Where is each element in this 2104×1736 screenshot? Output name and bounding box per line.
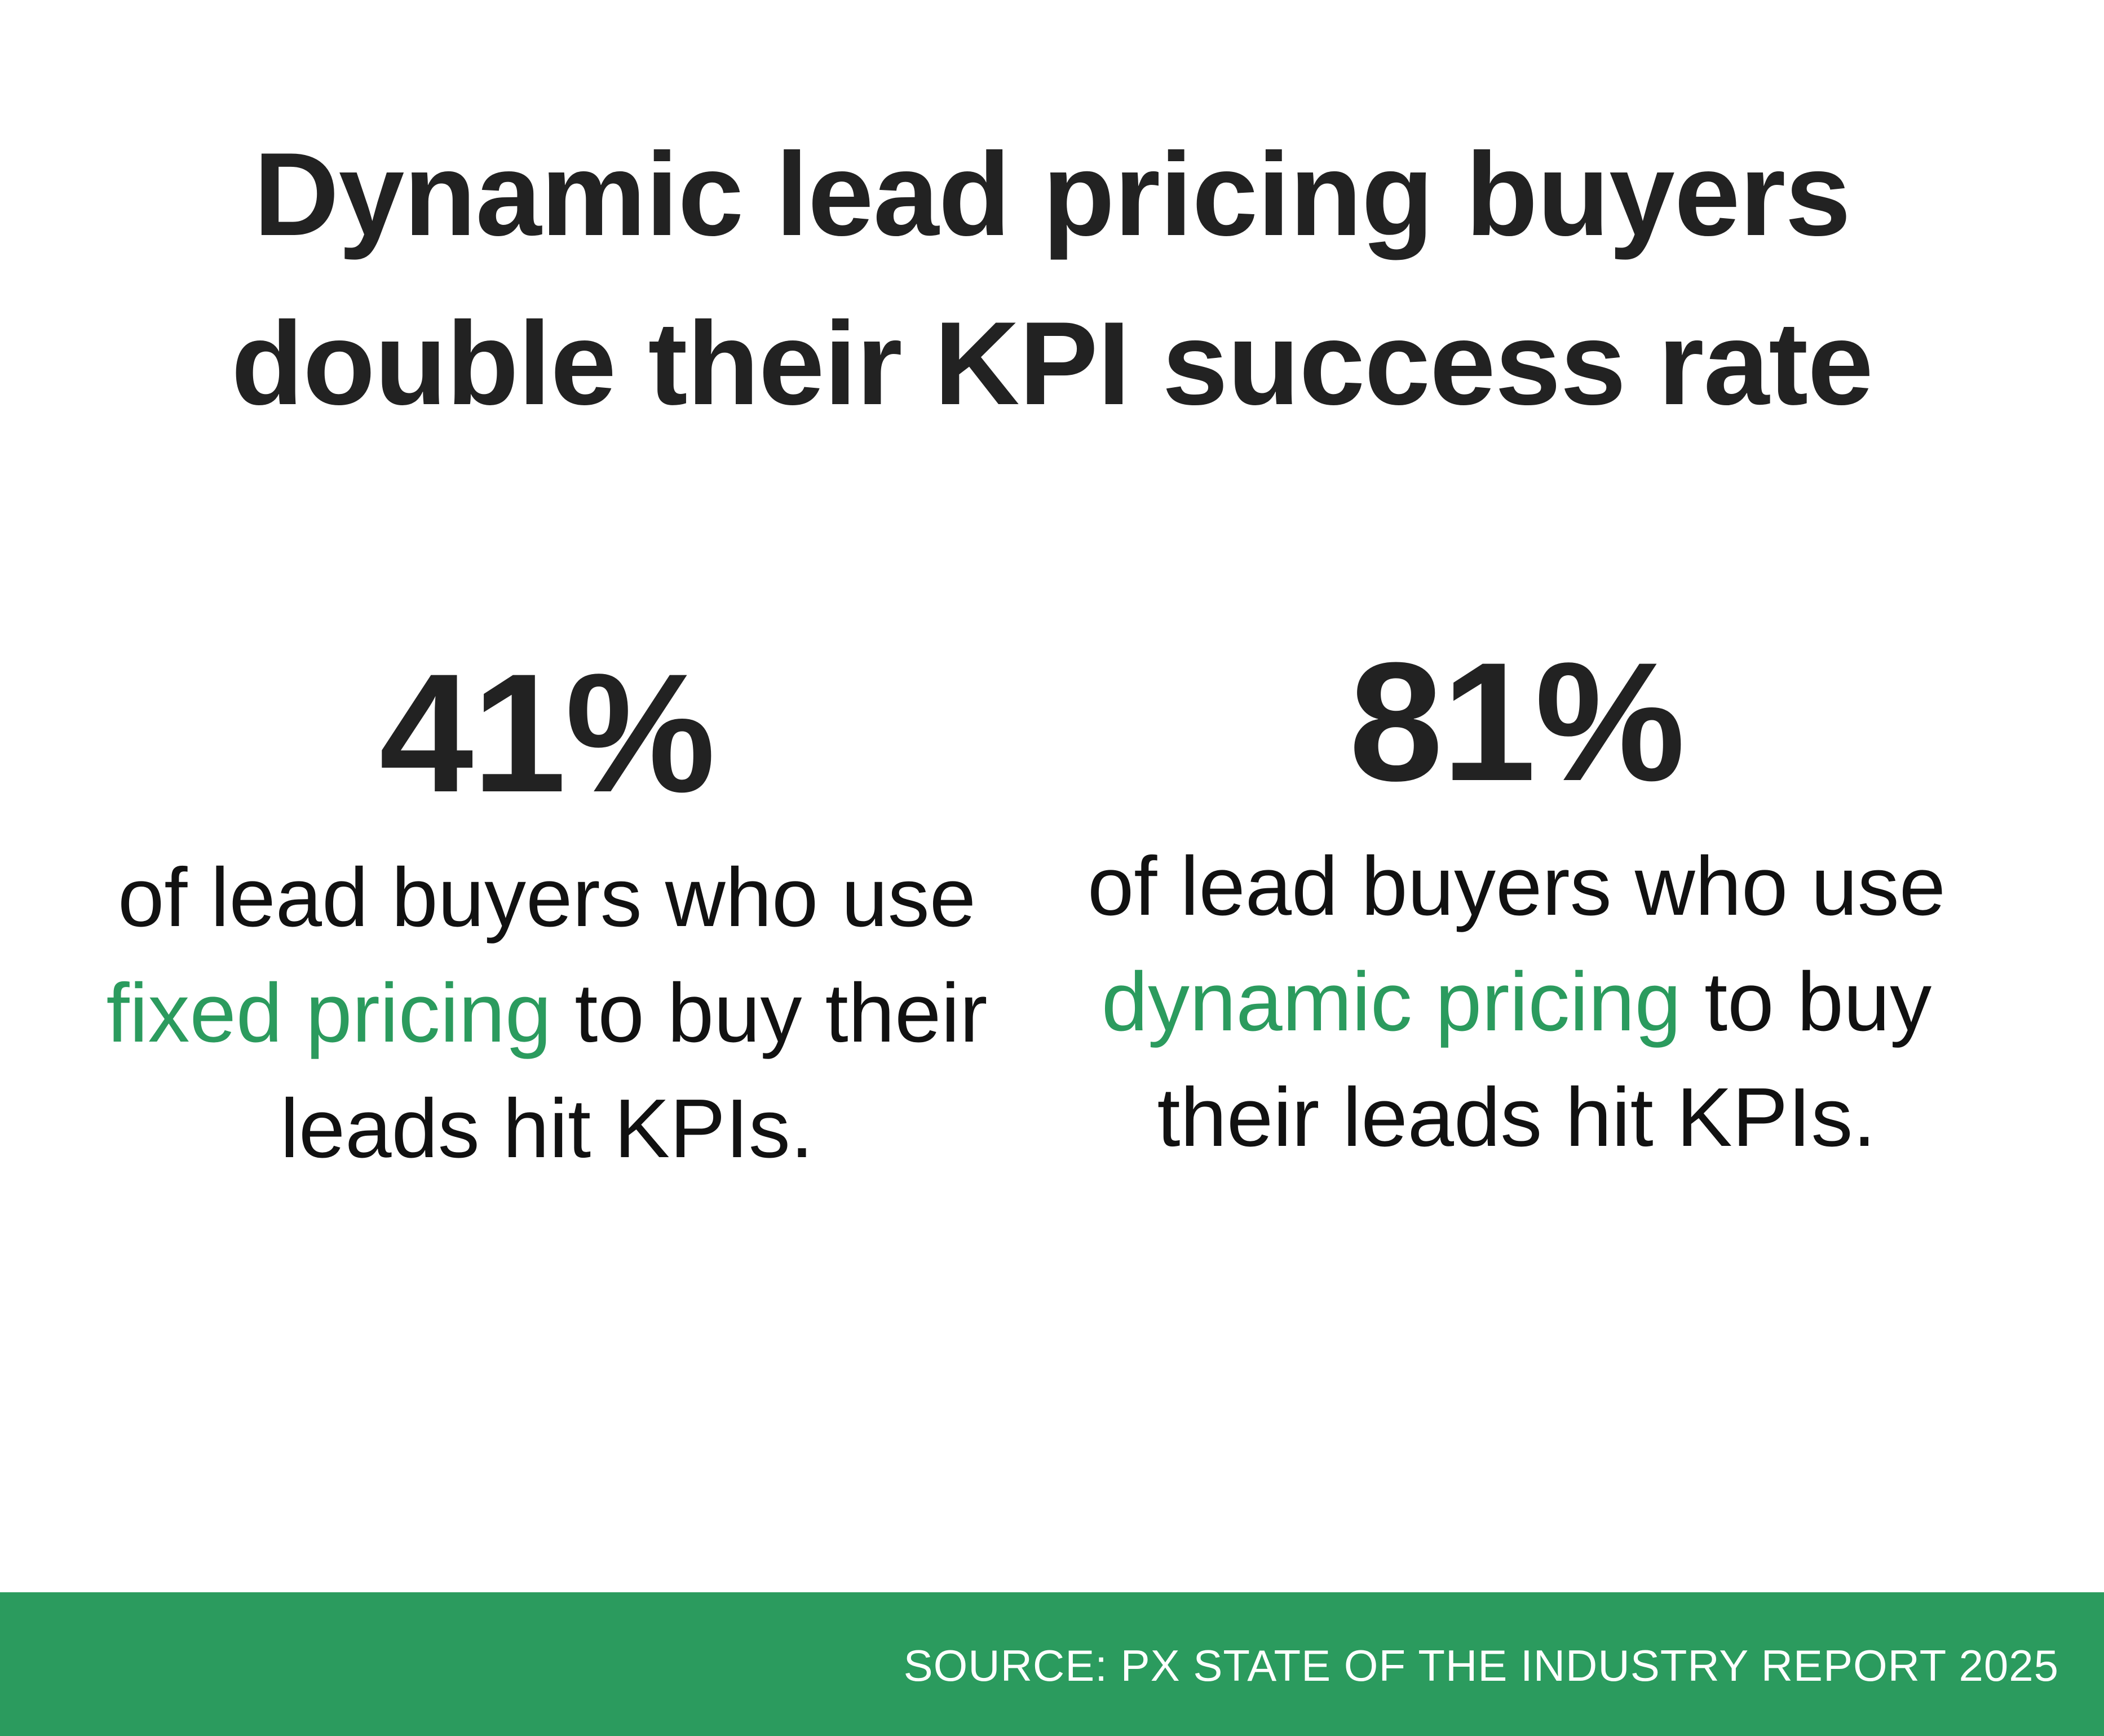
highlight-dynamic-pricing: dynamic pricing: [1101, 955, 1681, 1048]
stat-description-fixed: of lead buyers who use fixed pricing to b…: [62, 840, 1032, 1186]
footer-band: SOURCE: PX STATE OF THE INDUSTRY REPORT …: [0, 1592, 2104, 1736]
headline-line-2: double their KPI success rate: [231, 297, 1873, 429]
stat-description-dynamic: of lead buyers who use dynamic pricing to…: [1032, 829, 2001, 1175]
stat-desc-before-dynamic: of lead buyers who use: [1087, 840, 1946, 933]
headline-line-1: Dynamic lead pricing buyers: [253, 128, 1851, 260]
stat-percent-dynamic: 81%: [1349, 627, 1685, 816]
stat-percent-fixed: 41%: [379, 638, 715, 827]
source-citation: SOURCE: PX STATE OF THE INDUSTRY REPORT …: [903, 1641, 2059, 1690]
stat-desc-after-dynamic: to buy their leads hit KPIs.: [1157, 955, 1932, 1164]
highlight-fixed-pricing: fixed pricing: [106, 967, 552, 1060]
stat-fixed-pricing: 41% of lead buyers who use fixed pricing …: [62, 631, 1032, 1186]
stat-desc-before-fixed: of lead buyers who use: [117, 851, 976, 944]
stat-desc-after-fixed: to buy their leads hit KPIs.: [280, 967, 988, 1175]
stat-dynamic-pricing: 81% of lead buyers who use dynamic pricin…: [1032, 631, 2001, 1175]
headline: Dynamic lead pricing buyers double their…: [0, 110, 2104, 448]
